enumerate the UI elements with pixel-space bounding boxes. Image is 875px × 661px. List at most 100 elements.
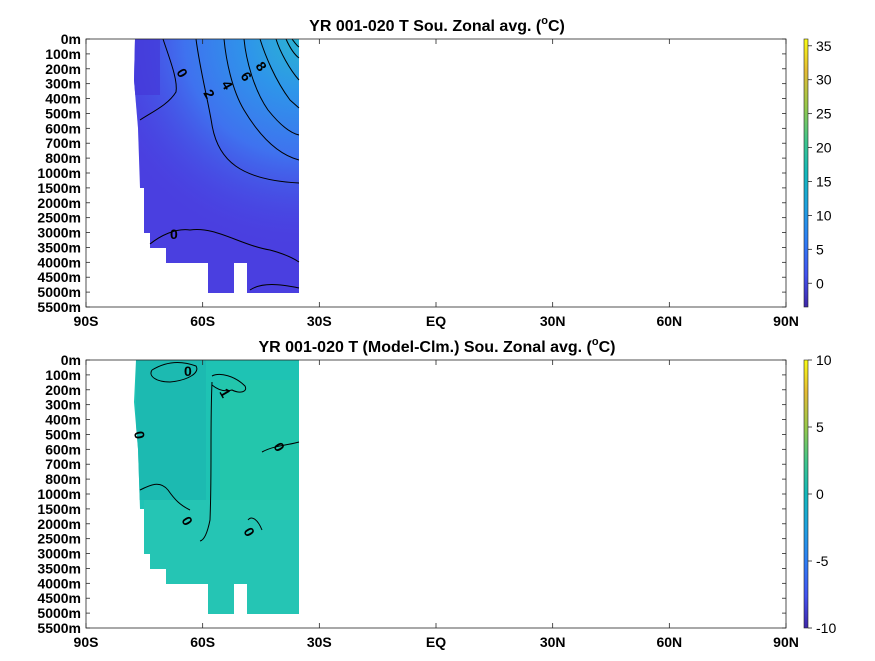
x-tick-label: EQ xyxy=(426,634,446,650)
panel2-clabel-0a: 0 xyxy=(184,363,192,379)
panel2-heatmap xyxy=(134,360,299,614)
y-tick-label: 700m xyxy=(45,456,81,472)
panel2-contours xyxy=(139,362,300,542)
panel1-contour-bottom xyxy=(249,284,300,291)
panel2-heatmap-patch1 xyxy=(136,360,206,500)
panel1-title: YR 001-020 T Sou. Zonal avg. (oC) xyxy=(309,15,565,35)
colorbar-tick-label: 5 xyxy=(816,241,824,257)
panel1-contour-8 xyxy=(259,38,300,109)
panel1-colorbar xyxy=(803,38,809,308)
y-tick-label: 1000m xyxy=(37,486,81,502)
panel2-heatmap-patch3 xyxy=(144,500,299,614)
y-tick-label: 1500m xyxy=(37,180,81,196)
y-tick-label: 0m xyxy=(61,352,81,368)
panel2-y-axis: 0m100m200m300m400m500m600m700m800m1000m1… xyxy=(37,352,786,636)
y-tick-label: 100m xyxy=(45,367,81,383)
y-tick-label: 400m xyxy=(45,412,81,428)
y-tick-label: 3000m xyxy=(37,225,81,241)
x-tick-label: 60N xyxy=(656,313,682,329)
panel-anomaly: YR 001-020 T (Model-Clm.) Sou. Zonal avg… xyxy=(37,336,836,650)
y-tick-label: 5500m xyxy=(37,299,81,315)
y-tick-label: 2000m xyxy=(37,195,81,211)
y-tick-label: 700m xyxy=(45,135,81,151)
colorbar-tick-label: 20 xyxy=(816,140,832,156)
panel2-contour-0d xyxy=(261,441,300,453)
panel2-x-axis: 90S 60S 30S EQ 30N 60N 90N xyxy=(74,360,799,650)
panel2-clabel-0b: 0 xyxy=(131,430,148,441)
panel1-contour-deep0 xyxy=(149,228,300,263)
x-tick-label: 60N xyxy=(656,634,682,650)
y-tick-label: 800m xyxy=(45,471,81,487)
colorbar-tick-label: 10 xyxy=(816,352,832,368)
y-tick-label: 600m xyxy=(45,441,81,457)
panel1-contour-4 xyxy=(223,38,300,161)
panel2-contour-0e xyxy=(247,517,263,531)
x-tick-label: 60S xyxy=(190,634,215,650)
y-tick-label: 5500m xyxy=(37,620,81,636)
y-tick-label: 400m xyxy=(45,91,81,107)
x-tick-label: 90N xyxy=(773,634,799,650)
y-tick-label: 500m xyxy=(45,426,81,442)
y-tick-label: 300m xyxy=(45,76,81,92)
panel2-title: YR 001-020 T (Model-Clm.) Sou. Zonal avg… xyxy=(258,336,615,356)
y-tick-label: 800m xyxy=(45,150,81,166)
y-tick-label: 2000m xyxy=(37,516,81,532)
y-tick-label: 4500m xyxy=(37,590,81,606)
panel1-y-axis: 0m100m200m300m400m500m600m700m800m1000m1… xyxy=(37,31,786,315)
x-tick-label: 30S xyxy=(307,634,332,650)
panel1-contour-10 xyxy=(285,38,300,59)
x-tick-label: EQ xyxy=(426,313,446,329)
panel2-heatmap-patch2 xyxy=(220,380,299,520)
x-tick-label: 30S xyxy=(307,313,332,329)
colorbar-tick-label: 35 xyxy=(816,38,832,54)
y-tick-label: 3000m xyxy=(37,546,81,562)
panel1-contour-0 xyxy=(139,38,177,121)
panel2-contour-0c xyxy=(139,483,191,511)
y-tick-label: 4000m xyxy=(37,575,81,591)
panel1-contour-6 xyxy=(243,38,300,136)
panel1-heatmap-shelf xyxy=(134,39,160,95)
panel1-heatmap xyxy=(134,39,299,293)
x-tick-label: 90N xyxy=(773,313,799,329)
panel1-contour-2 xyxy=(195,38,300,184)
x-tick-label: 90S xyxy=(74,313,99,329)
y-tick-label: 1000m xyxy=(37,165,81,181)
panel1-contours xyxy=(139,38,300,291)
y-tick-label: 2500m xyxy=(37,531,81,547)
y-tick-label: 200m xyxy=(45,382,81,398)
colorbar-tick-label: 5 xyxy=(816,419,824,435)
y-tick-label: 300m xyxy=(45,397,81,413)
panel1-x-axis: 90S 60S 30S EQ 30N 60N 90N xyxy=(74,39,799,329)
colorbar-tick-label: 0 xyxy=(816,275,824,291)
colorbar-tick-label: -10 xyxy=(816,620,836,636)
y-tick-label: 600m xyxy=(45,120,81,136)
panel-temperature: YR 001-020 T Sou. Zonal avg. (oC) 0 2 4 … xyxy=(37,15,831,329)
y-tick-label: 3500m xyxy=(37,239,81,255)
panel1-contour-12 xyxy=(291,38,300,48)
y-tick-label: 3500m xyxy=(37,560,81,576)
panel2-colorbar xyxy=(803,359,809,629)
y-tick-label: 5000m xyxy=(37,605,81,621)
y-tick-label: 100m xyxy=(45,46,81,62)
y-tick-label: 4000m xyxy=(37,254,81,270)
panel1-contour-8b xyxy=(275,38,300,81)
panel2-contour-0b xyxy=(199,381,213,542)
y-tick-label: 0m xyxy=(61,31,81,47)
y-tick-label: 2500m xyxy=(37,210,81,226)
y-tick-label: 200m xyxy=(45,61,81,77)
panel2-contour-0a xyxy=(150,362,198,383)
x-tick-label: 90S xyxy=(74,634,99,650)
x-tick-label: 30N xyxy=(540,634,566,650)
x-tick-label: 30N xyxy=(540,313,566,329)
colorbar-tick-label: -5 xyxy=(816,553,829,569)
panel1-clabel-0b: 0 xyxy=(170,226,178,242)
y-tick-label: 5000m xyxy=(37,284,81,300)
colorbar-tick-label: 15 xyxy=(816,173,832,189)
y-tick-label: 1500m xyxy=(37,501,81,517)
panel2-contour-1 xyxy=(211,373,247,393)
y-tick-label: 4500m xyxy=(37,269,81,285)
y-tick-label: 500m xyxy=(45,105,81,121)
panel2-colorbar-ticks: 10 5 0 -5 -10 xyxy=(808,352,836,636)
panel1-colorbar-ticks: 35 30 25 20 15 10 5 0 xyxy=(808,38,832,291)
